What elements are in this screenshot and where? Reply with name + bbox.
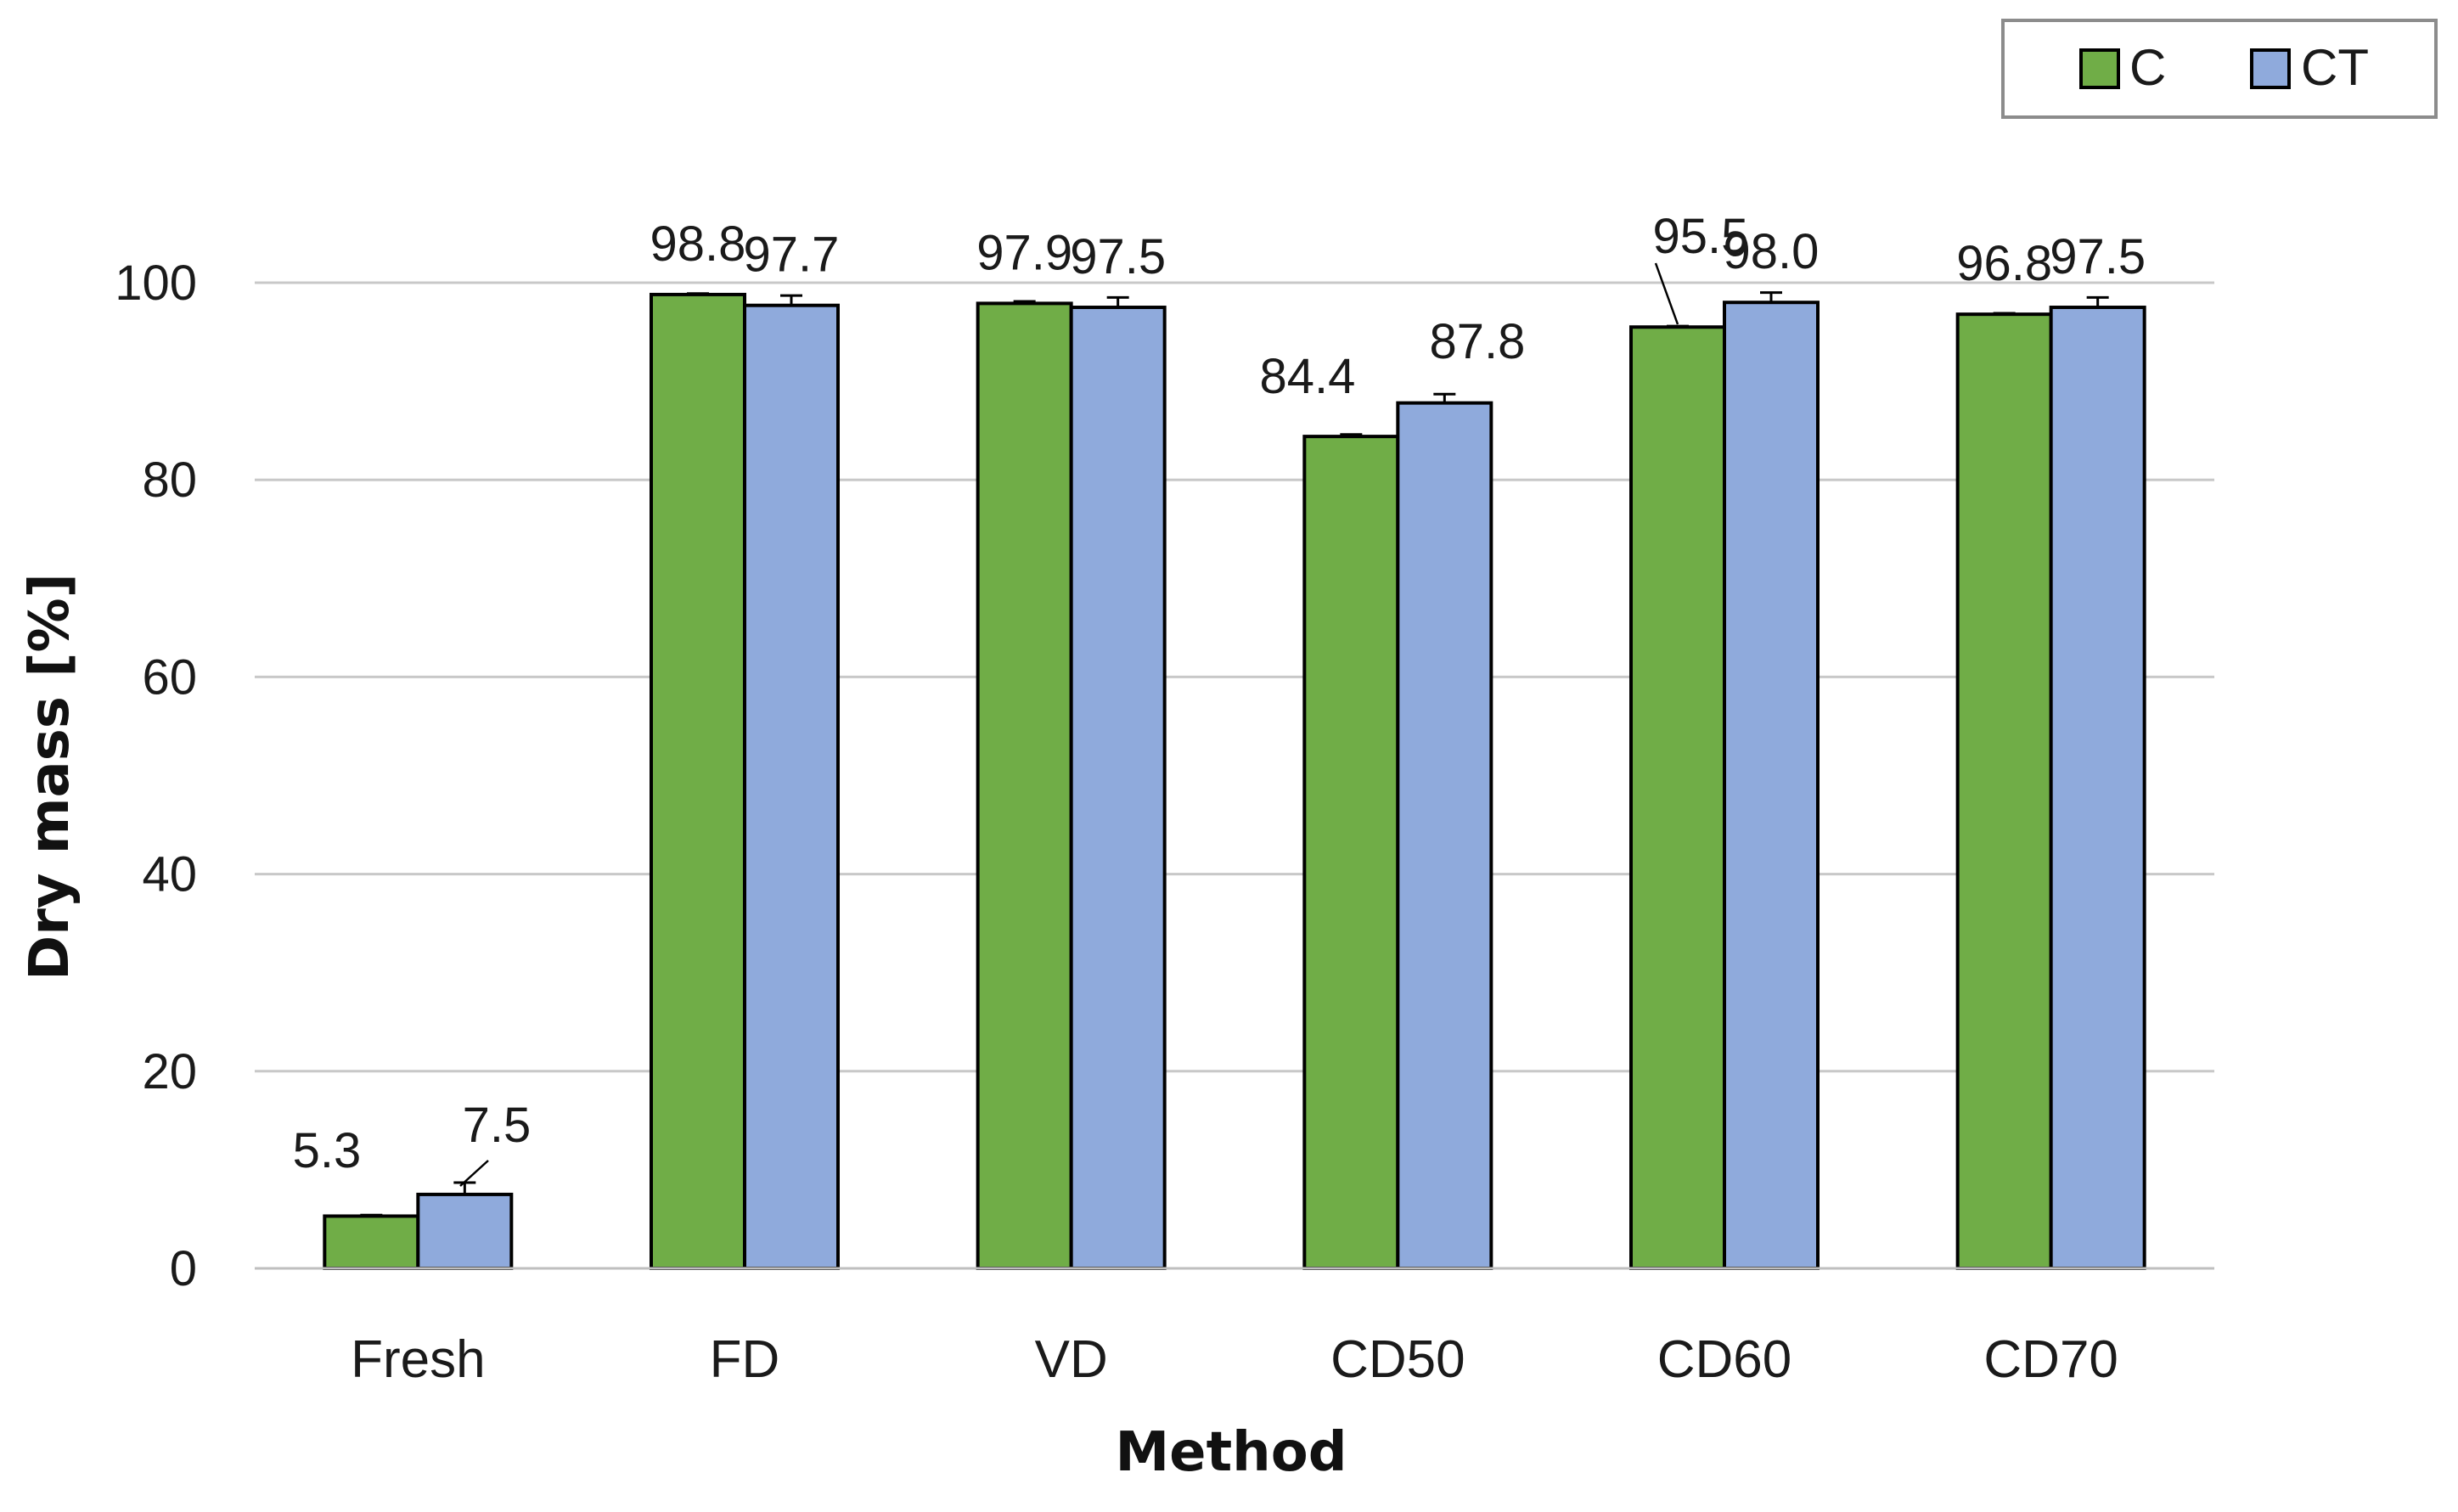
error-bar-c-fd [687, 292, 709, 295]
error-bar-c-cd60 [1667, 324, 1689, 328]
x-tick-labels: Fresh FD VD CD50 CD60 CD70 [351, 1330, 2118, 1389]
error-bar-c-cd50 [1340, 433, 1363, 437]
x-axis-title: Method [1115, 1421, 1347, 1484]
data-label-c-cd70: 96.8 [1956, 236, 2052, 291]
x-tick-label-vd: VD [1035, 1330, 1108, 1389]
legend-box [2001, 19, 2438, 119]
bar-c-fd [650, 292, 746, 1270]
legend-label-c: C [2129, 39, 2166, 96]
x-tick-label-cd70: CD70 [1983, 1330, 2118, 1389]
y-tick-labels: 0 20 40 60 80 100 [115, 256, 197, 1296]
error-bars [360, 291, 2109, 1217]
error-bar-ct-fd [780, 294, 802, 306]
bar-ct-cd50 [1396, 401, 1493, 1270]
x-tick-label-cd50: CD50 [1330, 1330, 1465, 1389]
error-bar-c-vd [1013, 300, 1036, 304]
bars [323, 292, 2146, 1271]
error-bar-c-fresh [360, 1213, 383, 1217]
y-tick-label-80: 80 [142, 452, 197, 508]
bar-c-fresh [323, 1214, 420, 1271]
bar-c-cd60 [1629, 325, 1726, 1270]
y-tick-label-0: 0 [170, 1241, 197, 1296]
data-label-ct-cd50: 87.8 [1430, 314, 1526, 369]
data-label-c-cd60: 95.5 [1653, 209, 1749, 264]
data-label-ct-fresh: 7.5 [463, 1098, 532, 1153]
data-label-ct-fd: 97.7 [744, 228, 840, 283]
legend-swatch-c [2079, 48, 2120, 89]
y-axis-title: Dry mass [%] [19, 573, 82, 981]
bar-c-cd70 [1955, 312, 2053, 1271]
leader-line-c-cd60 [1654, 262, 1679, 325]
data-label-ct-cd60: 98.0 [1724, 224, 1820, 279]
error-bar-c-cd70 [1993, 312, 2016, 315]
y-tick-label-20: 20 [142, 1044, 197, 1099]
y-tick-label-100: 100 [115, 256, 197, 311]
bar-c-cd50 [1302, 435, 1400, 1270]
y-tick-label-40: 40 [142, 847, 197, 902]
legend-swatch-ct [2250, 48, 2291, 89]
data-labels: 5.3 7.598.897.7 97.997.584.487.895.598.0 96… [293, 209, 2146, 1187]
data-label-c-fd: 98.8 [650, 216, 746, 272]
x-tick-label-cd60: CD60 [1657, 1330, 1792, 1389]
data-label-c-vd: 97.9 [976, 225, 1072, 280]
leader-line-ct-fresh [459, 1160, 489, 1187]
bar-ct-vd [1069, 306, 1167, 1270]
error-bar-ct-cd60 [1760, 291, 1782, 303]
bar-ct-fd [743, 303, 840, 1270]
legend-label-ct: CT [2301, 39, 2369, 96]
bar-ct-cd60 [1723, 301, 1820, 1271]
error-bar-ct-cd50 [1433, 392, 1456, 403]
legend: C CT [2001, 19, 2438, 119]
error-bar-ct-cd70 [2086, 295, 2109, 308]
error-bar-ct-vd [1106, 295, 1129, 308]
y-tick-label-60: 60 [142, 649, 197, 705]
data-label-ct-cd70: 97.5 [2050, 229, 2146, 284]
data-label-c-cd50: 84.4 [1260, 349, 1356, 404]
error-bar-ct-fresh [453, 1181, 476, 1194]
x-tick-label-fresh: Fresh [351, 1330, 485, 1389]
data-label-ct-vd: 97.5 [1070, 229, 1166, 284]
gridlines [255, 281, 2214, 1073]
bar-ct-fresh [416, 1192, 514, 1271]
bar-ct-cd70 [2049, 306, 2146, 1270]
data-label-c-fresh: 5.3 [293, 1123, 362, 1178]
bar-c-vd [976, 301, 1073, 1271]
x-tick-label-fd: FD [710, 1330, 780, 1389]
